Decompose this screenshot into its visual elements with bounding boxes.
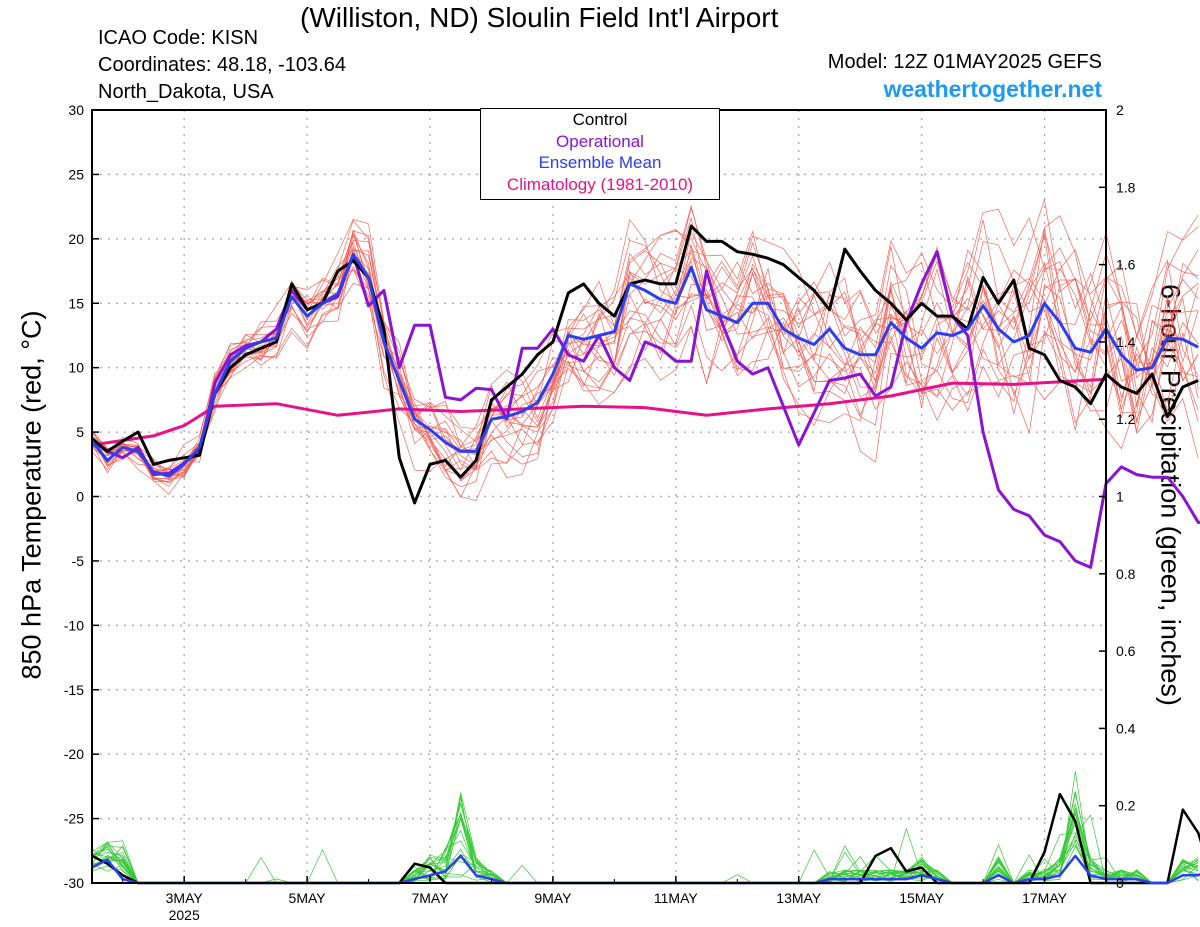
x-tick-year-label: 2025 (169, 907, 200, 923)
y-tick-label: 10 (68, 360, 84, 376)
y-tick-label: -15 (64, 682, 84, 698)
precip-member-line (91, 811, 1199, 884)
model-run-label: Model: 12Z 01MAY2025 GEFS (827, 51, 1102, 73)
precip-member-line (91, 792, 1199, 884)
x-tick-label: 3MAY (166, 890, 204, 906)
y2-tick-label: 0 (1116, 875, 1124, 891)
y2-tick-label: 0.8 (1116, 566, 1136, 582)
x-tick-label: 15MAY (899, 890, 945, 906)
precip-member-line (91, 771, 1199, 884)
control-precip-line (91, 792, 1200, 885)
y-tick-label: 20 (68, 231, 84, 247)
y2-tick-label: 0.2 (1116, 798, 1136, 814)
y-tick-label: 15 (68, 295, 84, 311)
x-tick-label: 11MAY (654, 890, 698, 906)
grid-lines (92, 110, 1106, 883)
y2-tick-label: 2 (1116, 102, 1124, 118)
precip-member-line (91, 811, 1199, 884)
y2-tick-label: 1.8 (1116, 179, 1136, 195)
y2-tick-label: 0.6 (1116, 643, 1136, 659)
x-tick-label: 17MAY (1022, 890, 1068, 906)
legend-operational: Operational (556, 131, 644, 151)
icao-code-label: ICAO Code: KISN (98, 27, 259, 49)
precip-member-line (91, 797, 1199, 884)
x-tick-label: 5MAY (289, 890, 327, 906)
y-tick-label: 0 (76, 489, 84, 505)
precip-member-line (91, 791, 1199, 884)
precip-member-line (91, 812, 1199, 884)
y-tick-label: -10 (64, 617, 84, 633)
x-tick-label: 7MAY (411, 890, 449, 906)
ensemble-mean-precip-line (91, 854, 1200, 885)
y-tick-label: 5 (76, 424, 84, 440)
control-temp-line (91, 224, 1199, 505)
precip-member-line (91, 807, 1199, 884)
chart-title: (Williston, ND) Sloulin Field Int'l Airp… (300, 2, 779, 33)
x-tick-label: 9MAY (534, 890, 572, 906)
y-tick-label: 25 (68, 166, 84, 182)
legend-ensemble-mean: Ensemble Mean (538, 153, 662, 172)
temp-member-line (91, 206, 1199, 474)
precip-member-line (91, 795, 1199, 884)
y-tick-label: -5 (72, 553, 85, 569)
x-tick-label: 13MAY (776, 890, 822, 906)
operational-temp-line (91, 250, 1200, 569)
temp-member-line (91, 218, 1199, 480)
y2-tick-label: 1.6 (1116, 257, 1136, 273)
legend-control: Control (572, 110, 628, 129)
temp-member-line (91, 248, 1199, 476)
site-link[interactable]: weathertogether.net (883, 76, 1102, 102)
legend-climatology: Climatology (1981-2010) (506, 174, 694, 194)
legend: Control Operational Ensemble Mean Climat… (480, 108, 720, 200)
precip-member-line (91, 811, 1199, 884)
coordinates-label: Coordinates: 48.18, -103.64 (98, 54, 346, 76)
y-tick-label: -25 (64, 811, 84, 827)
axis-ticks: 302520151050-5-10-15-20-25-3021.81.61.41… (64, 102, 1136, 923)
temp-member-line (91, 229, 1199, 480)
temp-member-line (91, 208, 1199, 482)
precip-member-line (91, 791, 1199, 884)
y-tick-label: -20 (64, 746, 84, 762)
precip-member-lines (91, 771, 1199, 884)
y2-tick-label: 1.4 (1116, 334, 1136, 350)
temp-member-line (91, 228, 1199, 470)
y2-tick-label: 1 (1116, 489, 1124, 505)
ensemble-mean-temp-line (90, 252, 1199, 478)
y2-tick-label: 1.2 (1116, 411, 1136, 427)
temp-member-line (91, 235, 1199, 488)
region-label: North_Dakota, USA (98, 81, 274, 103)
y-tick-label: -30 (64, 875, 84, 891)
temp-member-line (91, 199, 1199, 502)
y2-tick-label: 0.4 (1116, 720, 1136, 736)
climatology-line (91, 377, 1107, 447)
precip-member-line (91, 793, 1199, 884)
temp-member-line (91, 231, 1199, 482)
y-tick-label: 30 (68, 102, 84, 118)
